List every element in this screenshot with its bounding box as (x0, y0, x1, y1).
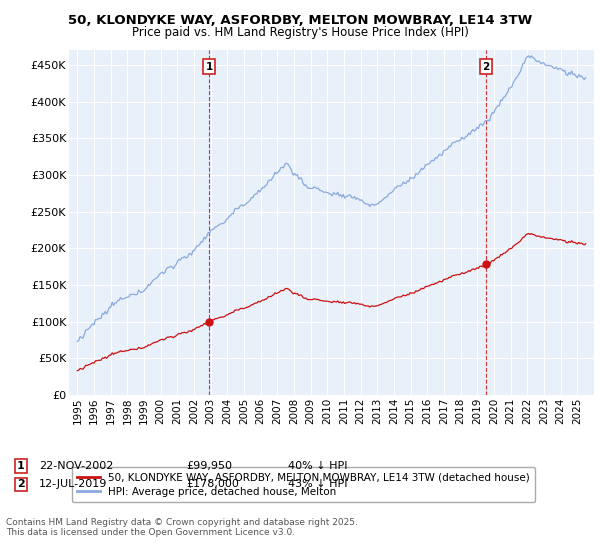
Text: 12-JUL-2019: 12-JUL-2019 (39, 479, 107, 489)
Text: 1: 1 (17, 461, 25, 471)
Text: 43% ↓ HPI: 43% ↓ HPI (288, 479, 347, 489)
Legend: 50, KLONDYKE WAY, ASFORDBY, MELTON MOWBRAY, LE14 3TW (detached house), HPI: Aver: 50, KLONDYKE WAY, ASFORDBY, MELTON MOWBR… (71, 467, 535, 502)
Text: 2: 2 (482, 62, 490, 72)
Text: Contains HM Land Registry data © Crown copyright and database right 2025.
This d: Contains HM Land Registry data © Crown c… (6, 518, 358, 538)
Text: 50, KLONDYKE WAY, ASFORDBY, MELTON MOWBRAY, LE14 3TW: 50, KLONDYKE WAY, ASFORDBY, MELTON MOWBR… (68, 14, 532, 27)
Text: 1: 1 (205, 62, 212, 72)
Text: 22-NOV-2002: 22-NOV-2002 (39, 461, 113, 471)
Text: £178,000: £178,000 (186, 479, 239, 489)
Text: 40% ↓ HPI: 40% ↓ HPI (288, 461, 347, 471)
Text: £99,950: £99,950 (186, 461, 232, 471)
Text: 2: 2 (17, 479, 25, 489)
Text: Price paid vs. HM Land Registry's House Price Index (HPI): Price paid vs. HM Land Registry's House … (131, 26, 469, 39)
